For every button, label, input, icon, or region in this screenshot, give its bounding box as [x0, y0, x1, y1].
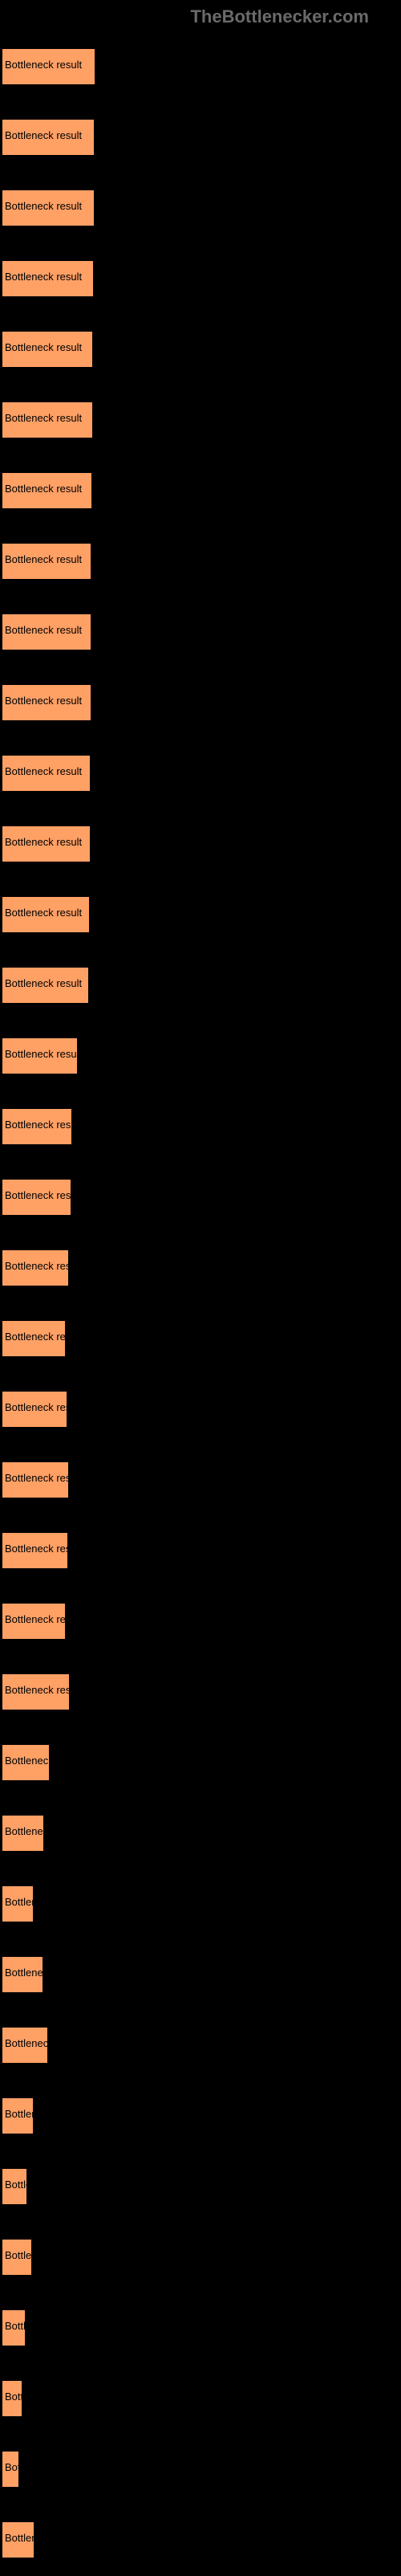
bar-row: Bottleneck result	[2, 1092, 401, 1145]
bar-row: Bottleneck result	[2, 315, 401, 368]
bar-row: Bottleneck result	[2, 951, 401, 1004]
bar-label: Bottleneck result	[5, 2179, 27, 2191]
bar-label: Bottleneck result	[5, 836, 91, 848]
bar-label: Bottleneck result	[5, 765, 91, 777]
bar-row: Bottleneck result	[2, 809, 401, 862]
bar-row: Bottleneck result	[2, 2435, 401, 2488]
bar-row: Bottleneck result	[2, 527, 401, 580]
watermark-text: TheBottlenecker.com	[190, 6, 369, 27]
bar-label: Bottleneck result	[5, 1613, 66, 1625]
bar-row: Bottleneck result	[2, 2011, 401, 2064]
bar-label: Bottleneck result	[5, 341, 93, 353]
bar-row: Bottleneck result	[2, 173, 401, 226]
bar-label: Bottleneck result	[5, 412, 93, 424]
bar-row: Bottleneck result	[2, 1516, 401, 1569]
bar-label: Bottleneck result	[5, 2108, 34, 2120]
bar-label: Bottleneck result	[5, 553, 91, 565]
bar-label: Bottleneck result	[5, 1825, 44, 1837]
bar-label: Bottleneck result	[5, 1331, 66, 1343]
bar-label: Bottleneck result	[5, 624, 91, 636]
bar-label: Bottleneck result	[5, 695, 91, 707]
bar-label: Bottleneck result	[5, 2391, 22, 2403]
bar-row: Bottleneck result	[2, 1445, 401, 1498]
bar-row: Bottleneck result	[2, 385, 401, 438]
bar-row: Bottleneck result	[2, 1233, 401, 1286]
bar-row: Bottleneck result	[2, 668, 401, 721]
bar-label: Bottleneck result	[5, 271, 94, 283]
bar-row: Bottleneck result	[2, 739, 401, 792]
bar-label: Bottleneck result	[5, 483, 92, 495]
bar-row: Bottleneck result	[2, 1799, 401, 1852]
bar-row: Bottleneck result	[2, 1375, 401, 1428]
bar-label: Bottleneck result	[5, 1401, 67, 1413]
bar-label: Bottleneck result	[5, 1260, 69, 1272]
bar-row: Bottleneck result	[2, 1304, 401, 1357]
bar-label: Bottleneck result	[5, 2532, 34, 2544]
bar-row: Bottleneck result	[2, 2152, 401, 2205]
bar-row: Bottleneck result	[2, 2081, 401, 2134]
bar-row: Bottleneck result	[2, 2364, 401, 2417]
bar-label: Bottleneck result	[5, 200, 95, 212]
bar-row: Bottleneck result	[2, 1869, 401, 1922]
bar-row: Bottleneck result	[2, 244, 401, 297]
bar-label: Bottleneck result	[5, 1048, 78, 1060]
bar-label: Bottleneck result	[5, 977, 89, 989]
bar-label: Bottleneck result	[5, 2320, 26, 2332]
bar-row: Bottleneck result	[2, 103, 401, 156]
bar-row: Bottleneck result	[2, 2223, 401, 2276]
bar-row: Bottleneck result	[2, 1728, 401, 1781]
bar-row: Bottleneck result	[2, 1587, 401, 1640]
bar-label: Bottleneck result	[5, 1472, 69, 1484]
bar-label: Bottleneck result	[5, 2037, 48, 2049]
bar-row: Bottleneck result	[2, 1657, 401, 1710]
bar-label: Bottleneck result	[5, 907, 90, 919]
bar-row: Bottleneck result	[2, 1021, 401, 1074]
bar-row: Bottleneck result	[2, 1163, 401, 1216]
bar-label: Bottleneck result	[5, 2249, 32, 2261]
bar-label: Bottleneck result	[5, 1684, 70, 1696]
bar-label: Bottleneck result	[5, 1543, 68, 1555]
bar-label: Bottleneck result	[5, 2461, 19, 2473]
bar-row: Bottleneck result	[2, 2293, 401, 2346]
bar-label: Bottleneck result	[5, 1189, 71, 1201]
bar-row: Bottleneck result	[2, 2505, 401, 2558]
bar-row: Bottleneck result	[2, 597, 401, 650]
bar-row: Bottleneck result	[2, 1940, 401, 1993]
bar-label: Bottleneck result	[5, 1755, 50, 1767]
bar-label: Bottleneck result	[5, 1896, 34, 1908]
bar-chart: Bottleneck result Bottleneck result Bottle…	[0, 0, 401, 2558]
bar-label: Bottleneck result	[5, 59, 95, 71]
bar-row: Bottleneck result	[2, 456, 401, 509]
bar-row: Bottleneck result	[2, 880, 401, 933]
bar-label: Bottleneck result	[5, 129, 95, 141]
bar-label: Bottleneck result	[5, 1119, 72, 1131]
bar-row: Bottleneck result	[2, 32, 401, 85]
bar-label: Bottleneck result	[5, 1967, 43, 1979]
